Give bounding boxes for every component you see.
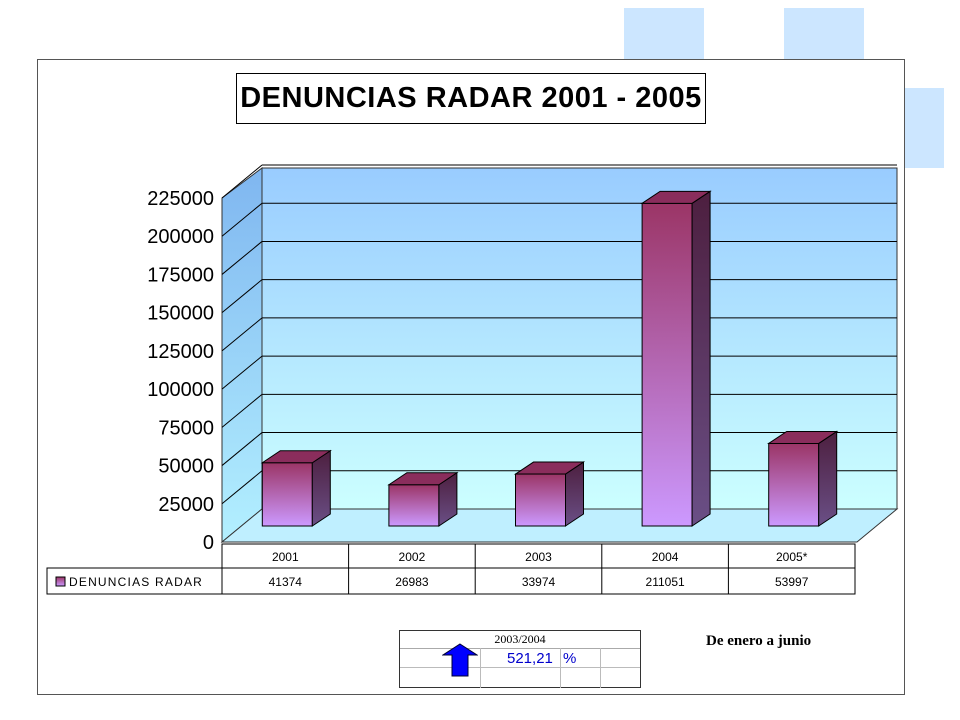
chart-bars	[260, 190, 839, 527]
bar-side	[691, 190, 711, 527]
bar-front	[261, 462, 313, 527]
bar-side	[818, 430, 838, 527]
x-tick-label: 2002	[399, 550, 426, 564]
growth-unit: %	[563, 650, 577, 667]
bar-top	[513, 461, 586, 475]
up-arrow-icon	[442, 643, 478, 677]
y-tick-label: 50000	[158, 456, 214, 478]
data-label: 53997	[775, 575, 809, 589]
gridline-side	[221, 164, 263, 199]
y-tick-label: 100000	[147, 379, 214, 401]
x-tick-label: 2001	[272, 550, 299, 564]
y-tick-label: 25000	[158, 494, 214, 516]
period-note: De enero a junio	[706, 633, 812, 649]
legend-label: DENUNCIAS RADAR	[69, 575, 203, 589]
gridline-side	[221, 470, 263, 505]
x-tick-label: 2003	[525, 550, 552, 564]
gridline-side	[221, 202, 263, 237]
y-tick-label: 175000	[147, 264, 214, 286]
bar-front	[641, 202, 693, 527]
bar-top	[387, 472, 459, 486]
bar-top	[767, 430, 839, 444]
data-label: 33974	[522, 575, 556, 589]
growth-box: 2003/2004	[399, 630, 641, 688]
growth-box-divider	[600, 648, 601, 688]
y-tick-label: 200000	[147, 226, 214, 248]
chart-title-box: DENUNCIAS RADAR 2001 - 2005	[236, 73, 706, 124]
y-tick-label: 125000	[147, 341, 214, 363]
gridline-side	[221, 241, 263, 275]
bar-front	[388, 484, 440, 527]
table-data-row	[46, 567, 856, 595]
gridline-side	[221, 355, 263, 390]
decor-square	[784, 8, 864, 59]
y-axis: 0 25000 50000 75000 100000 125000 150000 175000…	[147, 188, 214, 554]
gridline-side	[221, 393, 263, 428]
bar-side	[311, 449, 331, 527]
data-table: 2001 41374 2002 26983 2003 33974 2004 211051 200…	[46, 543, 856, 595]
chart-side-wall	[221, 167, 263, 544]
data-label: 211051	[646, 575, 685, 589]
y-tick-label: 75000	[158, 417, 214, 439]
y-tick-label: 225000	[147, 188, 214, 210]
data-label: 41374	[269, 575, 303, 589]
bar-top	[260, 450, 332, 464]
x-tick-label: 2004	[652, 550, 679, 564]
x-tick-label: 2005*	[776, 550, 808, 564]
decor-square	[905, 88, 944, 168]
growth-value: 521,21	[507, 650, 553, 667]
gridline-side	[221, 317, 263, 352]
growth-box-divider	[400, 667, 640, 668]
growth-box-header: 2003/2004	[400, 631, 640, 649]
data-label: 26983	[395, 575, 429, 589]
bar-top	[640, 190, 712, 204]
chart-title: DENUNCIAS RADAR 2001 - 2005	[240, 82, 702, 114]
gridline-side	[221, 432, 263, 466]
decor-square	[624, 8, 704, 59]
bar-front	[768, 442, 820, 527]
y-tick-label: 0	[203, 532, 214, 554]
bar-front	[515, 473, 566, 527]
y-tick-label: 150000	[147, 303, 214, 325]
gridline-side	[221, 279, 263, 314]
growth-box-divider	[560, 648, 561, 688]
table-header-row	[221, 543, 856, 569]
legend-swatch	[55, 576, 66, 587]
growth-box-divider	[480, 648, 481, 688]
